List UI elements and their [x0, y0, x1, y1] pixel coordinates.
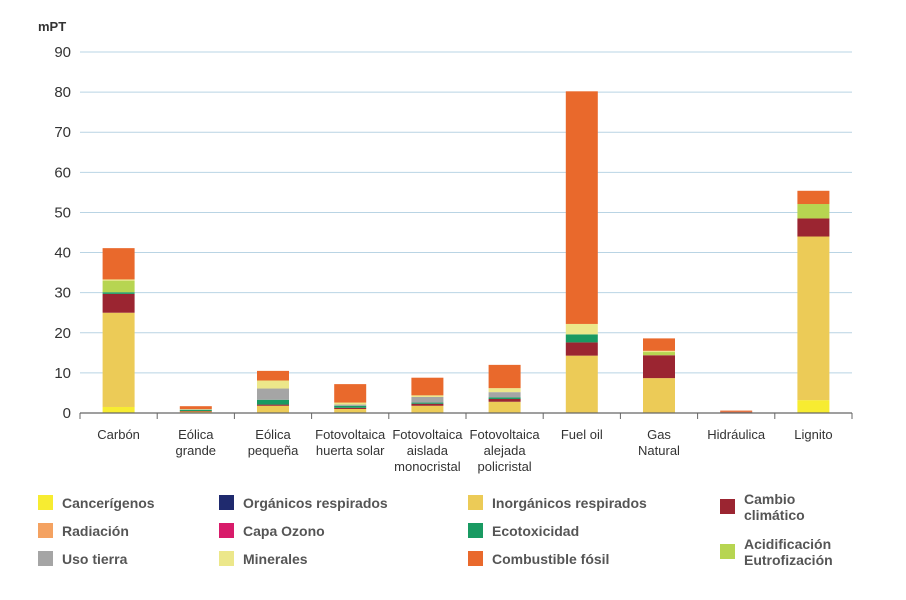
bar-segment — [488, 398, 521, 402]
bar-segment — [102, 406, 135, 413]
bar-segment — [179, 411, 212, 413]
bar-segment — [411, 395, 444, 397]
category-label: Fuel oil — [561, 427, 603, 442]
bar-segment — [179, 409, 212, 411]
legend-label: Minerales — [243, 551, 308, 567]
bar-segment — [102, 312, 135, 407]
bar-segment — [179, 410, 212, 412]
bar-segment — [565, 334, 598, 343]
bar-segment — [411, 396, 444, 403]
y-tick-label: 40 — [54, 245, 71, 262]
legend-swatch — [468, 551, 483, 566]
category-label: Eólica grande — [176, 427, 216, 458]
category-label: Fotovoltaica huerta solar — [315, 427, 386, 458]
legend-swatch — [38, 495, 53, 510]
bar-segment — [102, 248, 135, 280]
legend-label: Acidificación Eutrofización — [744, 536, 833, 568]
bar-segment — [257, 380, 289, 389]
bar-segment — [643, 352, 675, 356]
legend-label: Cambio climático — [744, 491, 805, 523]
legend-label: Ecotoxicidad — [492, 523, 579, 539]
legend-swatch — [468, 523, 483, 538]
bar-segment — [102, 280, 135, 293]
bar-segment — [257, 370, 289, 381]
y-axis-unit-label: mPT — [38, 19, 66, 34]
category-label: Gas Natural — [638, 427, 680, 458]
legend-swatch — [38, 523, 53, 538]
bar-segment — [488, 392, 521, 398]
bar-segment — [797, 190, 830, 205]
bar-segment — [334, 408, 367, 413]
legend-swatch — [219, 551, 234, 566]
bar-segment — [797, 236, 830, 401]
bar-segment — [643, 338, 675, 351]
legend-swatch — [720, 499, 735, 514]
legend-label: Orgánicos respirados — [243, 495, 388, 511]
legend-swatch — [720, 544, 735, 559]
category-label: Lignito — [794, 427, 832, 442]
bar-segment — [797, 204, 830, 219]
bar-segment — [334, 405, 367, 408]
bar-segment — [797, 400, 830, 413]
bar-segment — [488, 364, 521, 389]
bar-segment — [565, 91, 598, 324]
y-tick-label: 70 — [54, 124, 71, 141]
category-label: Carbón — [97, 427, 140, 442]
bar-segment — [643, 355, 675, 379]
legend-label: Cancerígenos — [62, 495, 155, 511]
bar-segment — [179, 406, 212, 409]
bar-segment — [102, 279, 135, 281]
bar-segment — [488, 401, 521, 413]
legend-swatch — [219, 495, 234, 510]
y-tick-label: 30 — [54, 285, 71, 302]
bar-segment — [565, 323, 598, 335]
bar-segment — [102, 293, 135, 313]
bar-segment — [797, 218, 830, 237]
bar-segment — [334, 407, 367, 409]
bar-segment — [179, 409, 212, 410]
y-tick-label: 60 — [54, 164, 71, 181]
bar-segment — [334, 404, 367, 406]
legend-swatch — [468, 495, 483, 510]
bar-segment — [488, 397, 521, 399]
y-tick-label: 0 — [63, 405, 71, 422]
legend-label: Inorgánicos respirados — [492, 495, 647, 511]
bar-segment — [257, 405, 289, 413]
category-label: Eólica pequeña — [248, 427, 299, 458]
bar-segment — [720, 411, 753, 413]
category-label: Hidráulica — [707, 427, 766, 442]
legend-swatch — [38, 551, 53, 566]
legend-label: Combustible fósil — [492, 551, 609, 567]
bar-segment — [411, 405, 444, 413]
bar-segment — [565, 342, 598, 356]
bar-segment — [643, 378, 675, 413]
bar-segment — [411, 377, 444, 396]
bar-segment — [720, 410, 753, 412]
bar-segment — [257, 399, 289, 405]
category-label: Fotovoltaica alejada policristal — [470, 427, 541, 474]
y-tick-label: 50 — [54, 204, 71, 221]
bar-segment — [411, 403, 444, 406]
legend-label: Radiación — [62, 523, 129, 539]
y-tick-label: 10 — [54, 365, 71, 382]
bar-segment — [334, 402, 367, 405]
y-tick-label: 80 — [54, 84, 71, 101]
bar-segment — [488, 388, 521, 393]
bar-segment — [565, 355, 598, 413]
legend-label: Capa Ozono — [243, 523, 325, 539]
legend-label: Uso tierra — [62, 551, 128, 567]
bar-segment — [643, 350, 675, 353]
legend-swatch — [219, 523, 234, 538]
bar-segment — [257, 388, 289, 400]
bar-segment — [257, 404, 289, 406]
bar-segment — [179, 408, 212, 410]
y-tick-label: 20 — [54, 325, 71, 342]
category-label: Fotovoltaica aislada monocristal — [392, 427, 463, 474]
y-tick-label: 90 — [54, 44, 71, 61]
bar-segment — [334, 384, 367, 403]
bar-segment — [411, 402, 444, 404]
bar-segment — [102, 292, 135, 294]
